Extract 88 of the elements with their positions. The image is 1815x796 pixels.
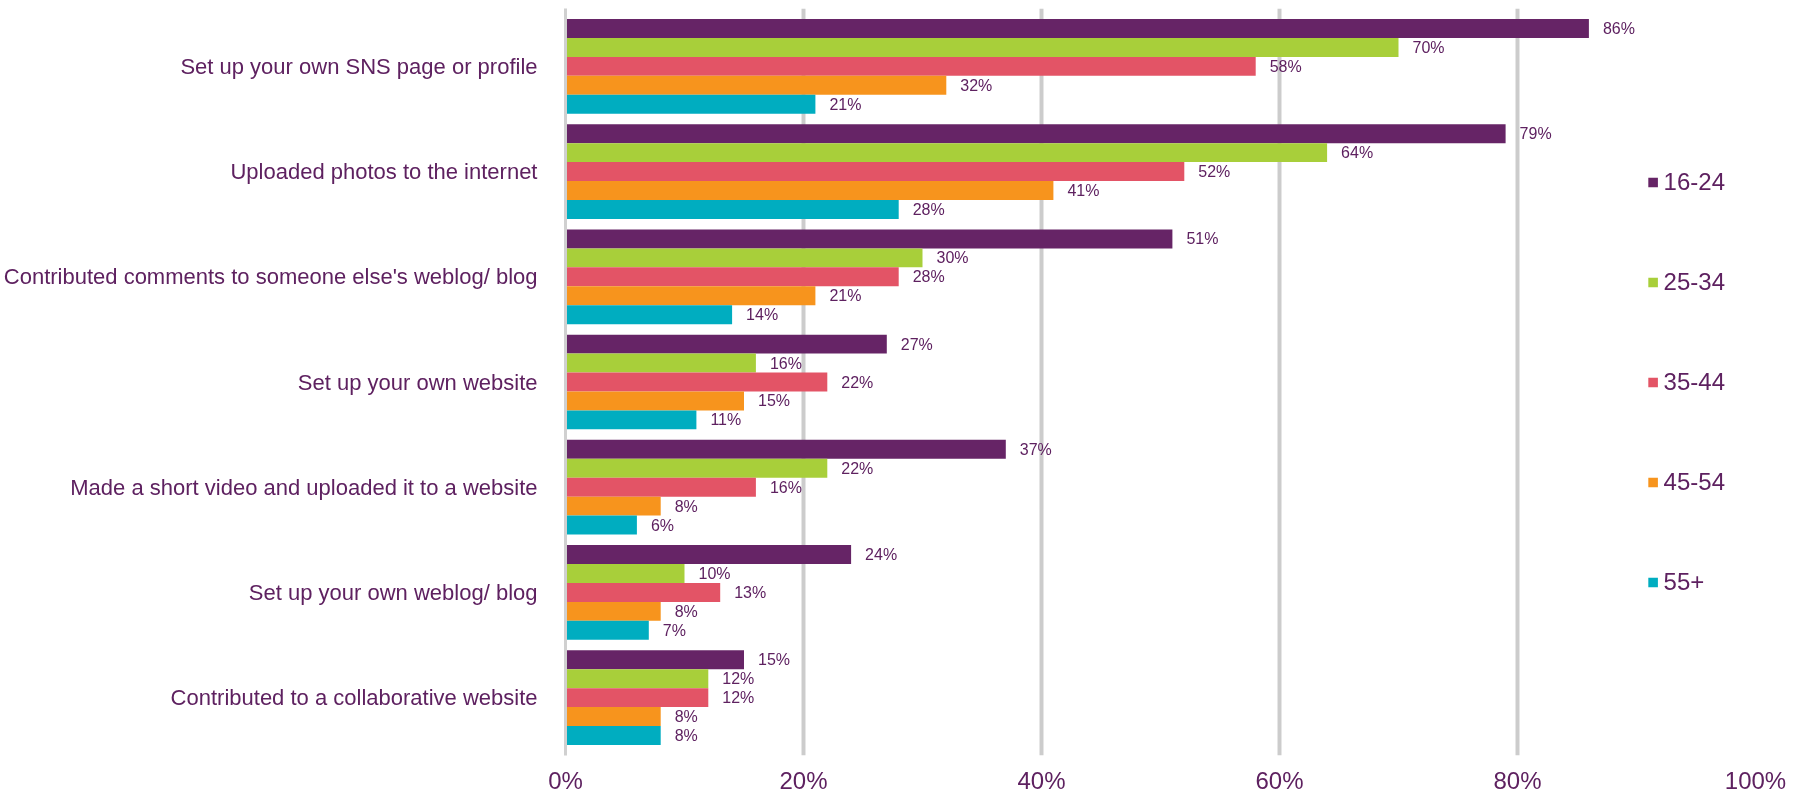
bar (565, 439, 1006, 459)
data-label: 41% (1067, 182, 1100, 200)
bar (565, 496, 661, 516)
data-label: 27% (900, 335, 933, 353)
data-label: 16% (769, 354, 802, 372)
bar (565, 305, 733, 325)
data-label: 21% (829, 95, 862, 113)
x-tick-label: 80% (1493, 766, 1542, 794)
bar (565, 334, 887, 354)
data-label: 16% (769, 478, 802, 496)
bar (565, 707, 661, 727)
data-label: 24% (865, 546, 898, 564)
data-label: 70% (1412, 38, 1445, 56)
bar (565, 650, 744, 670)
bar (565, 669, 709, 689)
data-label: 12% (722, 670, 755, 688)
data-label: 6% (650, 516, 675, 534)
data-label: 11% (710, 411, 742, 429)
y-tick-label: Made a short video and uploaded it to a website (70, 474, 538, 500)
data-label: 12% (722, 689, 755, 707)
bar (565, 564, 685, 583)
bar (565, 515, 637, 535)
data-label: 10% (698, 564, 731, 582)
data-label: 13% (734, 583, 767, 601)
data-label: 15% (758, 392, 791, 410)
bar (565, 582, 721, 602)
bar (565, 620, 649, 640)
data-label: 21% (829, 287, 862, 305)
bar (565, 353, 756, 373)
legend-label: 55+ (1663, 567, 1705, 596)
data-label: 32% (960, 76, 993, 94)
bar (565, 601, 661, 621)
data-label: 8% (674, 602, 698, 620)
y-tick-label: Set up your own weblog/ blog (248, 579, 538, 605)
data-label: 30% (936, 249, 969, 267)
bar (565, 56, 1256, 76)
bar (565, 75, 947, 95)
y-tick-label: Set up your own SNS page or profile (180, 53, 538, 79)
y-tick-label: Set up your own website (297, 369, 538, 395)
data-label: 7% (662, 621, 686, 639)
y-tick-label: Contributed comments to someone else's weblog/ blog (3, 264, 538, 290)
bar (565, 19, 1589, 38)
data-label: 79% (1519, 125, 1552, 143)
x-tick-label: 100% (1724, 766, 1787, 794)
x-tick-label: 60% (1255, 766, 1304, 794)
bar (565, 143, 1328, 163)
data-label: 58% (1269, 57, 1302, 75)
y-tick-label: Uploaded photos to the internet (230, 159, 538, 185)
legend-label: 16-24 (1663, 167, 1725, 196)
data-label: 28% (912, 200, 945, 218)
bar (565, 545, 852, 565)
bar (565, 181, 1054, 200)
bar (565, 94, 816, 114)
x-tick-label: 20% (779, 766, 828, 794)
data-label: 28% (912, 268, 945, 286)
legend-label: 25-34 (1663, 267, 1725, 296)
x-tick-label: 40% (1017, 766, 1066, 794)
data-label: 22% (841, 373, 874, 391)
data-label: 51% (1186, 230, 1219, 248)
data-label: 14% (746, 306, 779, 324)
bar (565, 162, 1185, 182)
x-tick-label: 0% (548, 766, 583, 794)
y-tick-label: Contributed to a collaborative website (170, 685, 538, 711)
bar (565, 37, 1399, 57)
bar (565, 391, 744, 411)
data-label: 8% (674, 708, 698, 726)
data-label: 15% (758, 651, 791, 669)
bar (565, 477, 756, 497)
bar (565, 286, 816, 306)
bar (565, 372, 828, 392)
bar (565, 267, 899, 287)
bar (565, 199, 899, 219)
legend-label: 45-54 (1663, 467, 1725, 496)
data-label: 37% (1019, 440, 1052, 458)
bar (565, 688, 709, 708)
data-label: 22% (841, 459, 874, 477)
bar (565, 458, 828, 478)
bar (565, 124, 1506, 144)
bar (565, 726, 661, 745)
data-label: 8% (674, 727, 698, 745)
data-label: 8% (674, 497, 698, 515)
data-label: 64% (1341, 144, 1374, 162)
data-label: 52% (1198, 163, 1231, 181)
bar (565, 229, 1173, 249)
data-label: 86% (1602, 19, 1635, 37)
bar (565, 410, 697, 430)
legend-label: 35-44 (1663, 367, 1725, 396)
bar (565, 248, 923, 268)
